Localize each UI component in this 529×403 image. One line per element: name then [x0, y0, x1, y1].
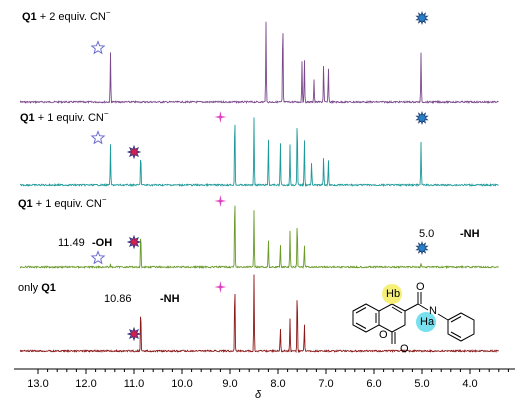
series-label-3: Q1 + 1 equiv. CN−: [18, 195, 107, 210]
amide-n-label: N: [429, 305, 437, 317]
outline-star-marker: [90, 250, 106, 265]
outline-star-marker: [90, 130, 106, 145]
x-tick-label: 12.0: [75, 378, 96, 390]
blue-burst-marker: [415, 111, 429, 125]
pink-star-marker: [214, 195, 227, 207]
red-burst-marker: [126, 326, 142, 342]
carbonyl-o-label: O: [416, 281, 425, 293]
x-tick-label: 8.0: [270, 378, 285, 390]
annotation-oh-tag: -OH: [92, 237, 112, 249]
x-axis-ticks: 13.0 12.0 11.0 10.0 9.0 8.0 7.0 6.0 5.0 4.0: [27, 369, 509, 390]
annotation-nh2-tag: -NH: [160, 293, 180, 305]
x-tick-label: 13.0: [27, 378, 48, 390]
pink-star-marker: [214, 281, 227, 293]
x-tick-label: 10.0: [171, 378, 192, 390]
blue-burst-marker: [415, 11, 429, 25]
exo-o-label: O: [400, 343, 409, 355]
x-tick-label: 11.0: [124, 378, 145, 390]
x-tick-label: 4.0: [462, 378, 477, 390]
annotation-oh-value: 11.49: [58, 237, 85, 249]
series-label-2: Q1 + 1 equiv. CN−: [20, 109, 109, 124]
x-tick-label: 7.0: [318, 378, 333, 390]
x-tick-label: 9.0: [222, 378, 237, 390]
chemical-structure: [352, 292, 475, 344]
annotation-nh2-value: 10.86: [104, 293, 132, 305]
markers-group: [90, 11, 429, 342]
blue-burst-marker: [415, 241, 429, 255]
ring-o-label: O: [379, 329, 388, 341]
x-tick-label: 6.0: [366, 378, 381, 390]
red-burst-marker: [126, 144, 142, 160]
ha-highlight: [416, 312, 436, 332]
pink-star-marker: [214, 111, 227, 123]
red-burst-marker: [126, 234, 142, 250]
outline-star-marker: [90, 40, 106, 55]
x-tick-label: 5.0: [414, 378, 429, 390]
spectrum-line-1: [20, 21, 499, 105]
x-axis-label: δ: [255, 389, 262, 401]
spectrum-line-2: [20, 117, 499, 188]
spectra-group: [20, 21, 499, 354]
ha-label: Ha: [420, 316, 435, 328]
annotation-nh-tag: -NH: [460, 228, 480, 240]
hb-label: Hb: [386, 288, 400, 300]
series-label-1: Q1 + 2 equiv. CN−: [22, 8, 111, 23]
spectrum-line-4: [20, 274, 499, 354]
series-label-4: only Q1: [18, 282, 56, 294]
hb-highlight: [382, 284, 402, 304]
annotation-nh-value: 5.0: [419, 228, 434, 240]
spectrum-line-3: [20, 205, 499, 270]
